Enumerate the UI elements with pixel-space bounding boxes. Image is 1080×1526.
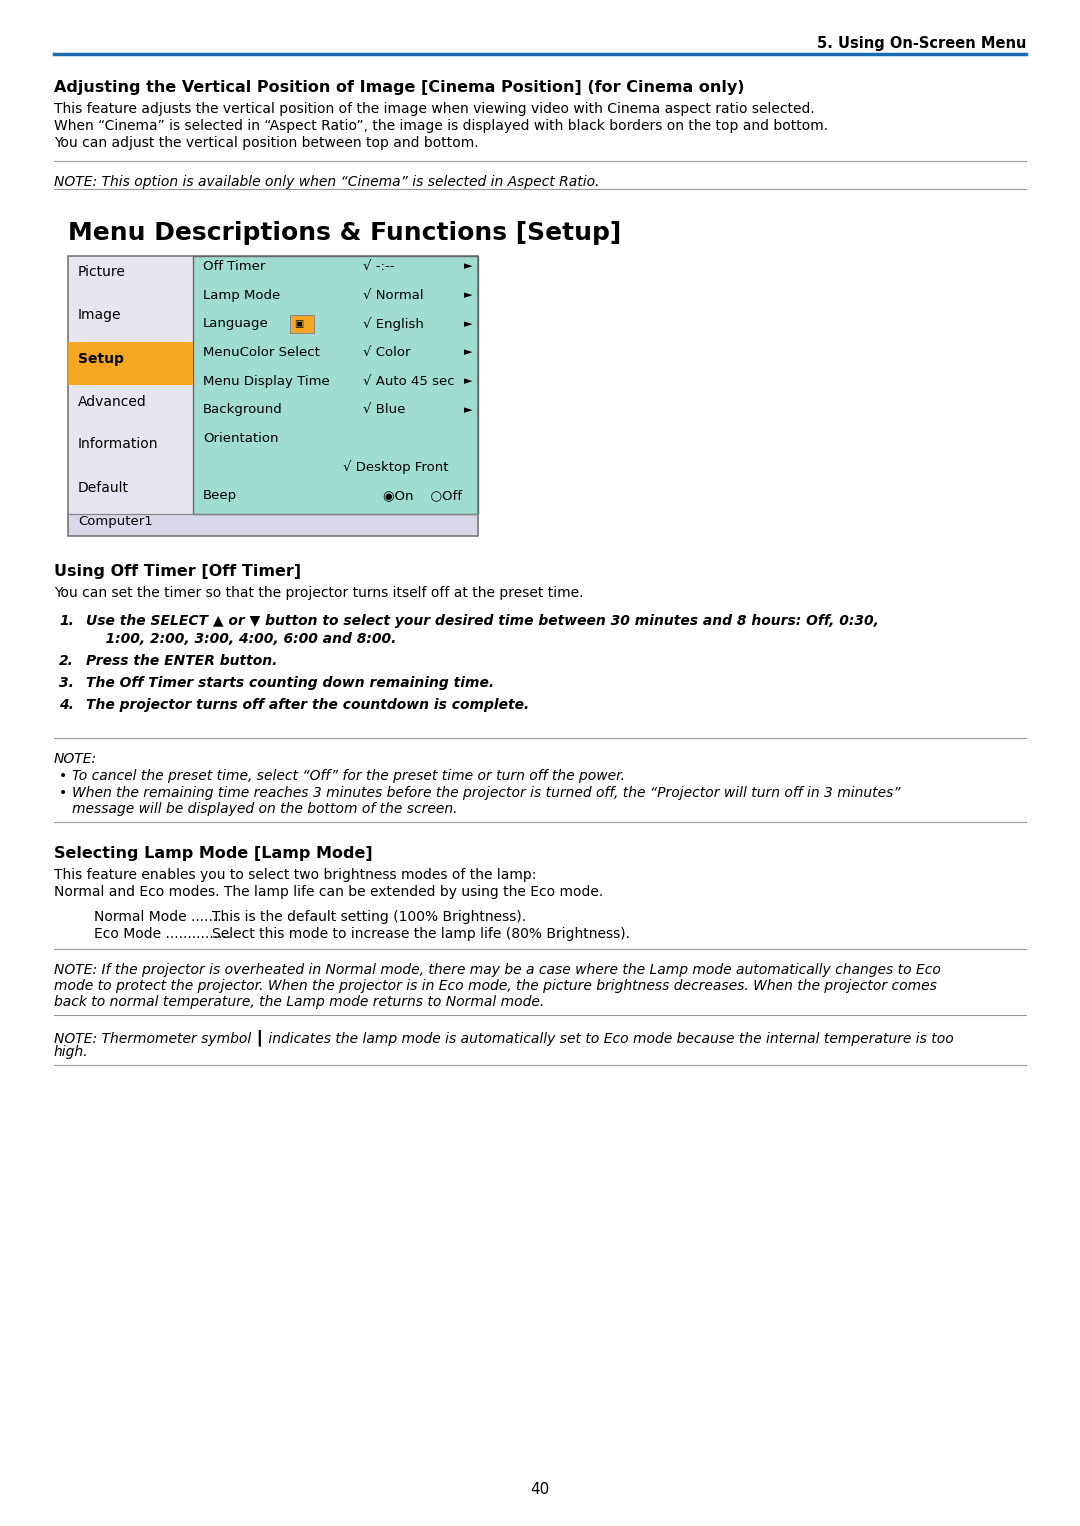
Text: 1.: 1. <box>59 613 73 629</box>
Text: 3.: 3. <box>59 676 73 690</box>
Text: ►: ► <box>464 290 473 301</box>
Text: Menu Display Time: Menu Display Time <box>203 374 329 388</box>
Text: •: • <box>59 769 67 783</box>
Text: Picture: Picture <box>78 266 126 279</box>
Text: The projector turns off after the countdown is complete.: The projector turns off after the countd… <box>86 697 529 713</box>
Text: back to normal temperature, the Lamp mode returns to Normal mode.: back to normal temperature, the Lamp mod… <box>54 995 544 1009</box>
Text: This feature adjusts the vertical position of the image when viewing video with : This feature adjusts the vertical positi… <box>54 102 814 116</box>
Text: Advanced: Advanced <box>78 395 147 409</box>
Text: mode to protect the projector. When the projector is in Eco mode, the picture br: mode to protect the projector. When the … <box>54 980 936 993</box>
Text: MenuColor Select: MenuColor Select <box>203 346 320 359</box>
Text: You can adjust the vertical position between top and bottom.: You can adjust the vertical position bet… <box>54 136 478 150</box>
Text: Menu Descriptions & Functions [Setup]: Menu Descriptions & Functions [Setup] <box>68 221 621 246</box>
Text: Eco Mode ...............: Eco Mode ............... <box>94 926 231 942</box>
Text: Select this mode to increase the lamp life (80% Brightness).: Select this mode to increase the lamp li… <box>212 926 630 942</box>
Text: The Off Timer starts counting down remaining time.: The Off Timer starts counting down remai… <box>86 676 495 690</box>
Text: •: • <box>59 786 67 800</box>
Text: Selecting Lamp Mode [Lamp Mode]: Selecting Lamp Mode [Lamp Mode] <box>54 845 373 861</box>
Text: √ Auto 45 sec: √ Auto 45 sec <box>363 374 455 388</box>
Text: Background: Background <box>203 403 283 417</box>
Text: ►: ► <box>464 319 473 328</box>
Text: NOTE:: NOTE: <box>54 752 97 766</box>
Text: Information: Information <box>78 438 159 452</box>
Text: This feature enables you to select two brightness modes of the lamp:: This feature enables you to select two b… <box>54 868 537 882</box>
Text: Press the ENTER button.: Press the ENTER button. <box>86 655 278 668</box>
Text: Using Off Timer [Off Timer]: Using Off Timer [Off Timer] <box>54 565 301 578</box>
Text: ►: ► <box>464 261 473 272</box>
Text: NOTE: If the projector is overheated in Normal mode, there may be a case where t: NOTE: If the projector is overheated in … <box>54 963 941 977</box>
Text: Normal Mode ........: Normal Mode ........ <box>94 909 226 925</box>
FancyBboxPatch shape <box>68 256 193 536</box>
Text: ▣: ▣ <box>294 319 303 328</box>
Text: ◉On    ○Off: ◉On ○Off <box>383 490 462 502</box>
Text: √ English: √ English <box>363 317 423 331</box>
Text: ►: ► <box>464 348 473 357</box>
Text: Image: Image <box>78 308 121 322</box>
Text: message will be displayed on the bottom of the screen.: message will be displayed on the bottom … <box>72 803 458 816</box>
FancyBboxPatch shape <box>193 256 478 514</box>
Text: Orientation: Orientation <box>203 432 279 446</box>
FancyBboxPatch shape <box>68 342 193 385</box>
Text: This is the default setting (100% Brightness).: This is the default setting (100% Bright… <box>212 909 526 925</box>
Text: When the remaining time reaches 3 minutes before the projector is turned off, th: When the remaining time reaches 3 minute… <box>72 786 901 800</box>
Text: NOTE: Thermometer symbol ┃ indicates the lamp mode is automatically set to Eco m: NOTE: Thermometer symbol ┃ indicates the… <box>54 1029 954 1045</box>
Text: Language: Language <box>203 317 269 330</box>
Text: You can set the timer so that the projector turns itself off at the preset time.: You can set the timer so that the projec… <box>54 586 583 600</box>
Text: √ Color: √ Color <box>363 346 410 359</box>
Text: √ -:--: √ -:-- <box>363 259 394 273</box>
Text: Off Timer: Off Timer <box>203 259 266 273</box>
Text: √ Blue: √ Blue <box>363 403 405 417</box>
Text: ►: ► <box>464 375 473 386</box>
Text: 4.: 4. <box>59 697 73 713</box>
FancyBboxPatch shape <box>291 314 314 333</box>
Text: √ Desktop Front: √ Desktop Front <box>343 461 448 475</box>
Text: Adjusting the Vertical Position of Image [Cinema Position] (for Cinema only): Adjusting the Vertical Position of Image… <box>54 79 744 95</box>
Text: √ Normal: √ Normal <box>363 288 423 302</box>
Text: high.: high. <box>54 1045 89 1059</box>
Text: Beep: Beep <box>203 490 238 502</box>
Text: 40: 40 <box>530 1482 550 1497</box>
Text: NOTE: This option is available only when “Cinema” is selected in Aspect Ratio.: NOTE: This option is available only when… <box>54 175 599 189</box>
Text: Computer1: Computer1 <box>78 516 152 528</box>
Text: 5. Using On-Screen Menu: 5. Using On-Screen Menu <box>816 37 1026 50</box>
Text: Lamp Mode: Lamp Mode <box>203 288 280 302</box>
Text: When “Cinema” is selected in “Aspect Ratio”, the image is displayed with black b: When “Cinema” is selected in “Aspect Rat… <box>54 119 828 133</box>
Text: Default: Default <box>78 481 129 494</box>
Text: To cancel the preset time, select “Off” for the preset time or turn off the powe: To cancel the preset time, select “Off” … <box>72 769 625 783</box>
Text: Use the SELECT ▲ or ▼ button to select your desired time between 30 minutes and : Use the SELECT ▲ or ▼ button to select y… <box>86 613 879 629</box>
Text: Setup: Setup <box>78 351 124 366</box>
Text: Normal and Eco modes. The lamp life can be extended by using the Eco mode.: Normal and Eco modes. The lamp life can … <box>54 885 604 899</box>
Text: ►: ► <box>464 404 473 415</box>
Text: 1:00, 2:00, 3:00, 4:00, 6:00 and 8:00.: 1:00, 2:00, 3:00, 4:00, 6:00 and 8:00. <box>86 632 396 645</box>
Text: 2.: 2. <box>59 655 73 668</box>
FancyBboxPatch shape <box>68 514 478 536</box>
